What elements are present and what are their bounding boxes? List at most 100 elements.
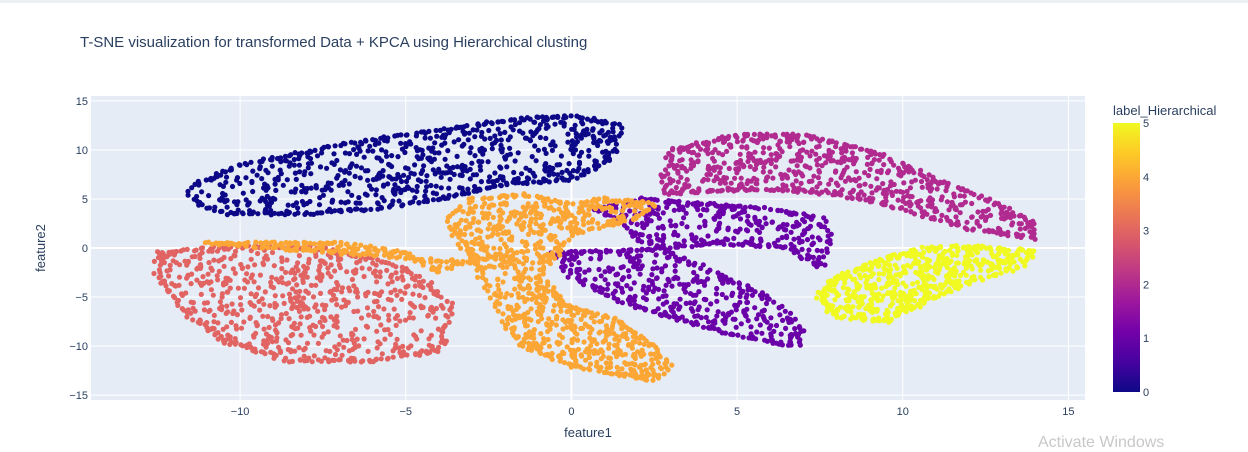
data-point [619, 300, 626, 306]
data-point [532, 173, 538, 179]
data-point [241, 319, 247, 325]
data-point [239, 265, 246, 271]
data-point [578, 325, 584, 332]
data-point [361, 208, 367, 214]
data-point [537, 350, 543, 356]
colorbar [1113, 123, 1140, 392]
data-point [404, 254, 410, 261]
data-point [301, 347, 307, 353]
data-point [610, 291, 616, 297]
data-point [201, 300, 208, 306]
data-point [292, 150, 298, 156]
data-point [438, 174, 444, 180]
data-point [344, 269, 350, 275]
data-point [568, 113, 574, 119]
data-point [311, 241, 318, 247]
data-point [257, 272, 263, 278]
data-point [604, 286, 610, 292]
data-point [248, 159, 254, 165]
data-point [771, 299, 777, 305]
data-point [789, 211, 795, 218]
data-point [328, 274, 334, 280]
data-point [891, 162, 897, 168]
data-point [784, 187, 791, 193]
data-point [629, 342, 635, 349]
data-point [944, 199, 951, 205]
data-point [807, 153, 813, 159]
data-point [900, 170, 907, 176]
data-point [597, 319, 603, 325]
data-point [370, 260, 376, 266]
data-point [586, 226, 592, 232]
data-point [934, 186, 940, 192]
data-point [467, 150, 473, 156]
data-point [998, 229, 1004, 235]
data-point [495, 119, 501, 125]
data-point [646, 284, 652, 290]
data-point [184, 314, 190, 320]
data-point [582, 269, 588, 275]
data-point [268, 199, 275, 206]
data-point [320, 192, 326, 198]
data-point [730, 187, 736, 193]
data-point [757, 322, 763, 328]
data-point [760, 150, 766, 156]
data-point [167, 262, 173, 268]
data-point [968, 263, 974, 269]
data-point [228, 319, 234, 325]
data-point [219, 256, 225, 263]
data-point [220, 168, 226, 174]
data-point [418, 328, 424, 334]
data-point [504, 164, 510, 170]
data-point [885, 290, 891, 296]
data-point [897, 189, 904, 195]
data-point [496, 287, 502, 293]
data-point [745, 318, 751, 324]
data-point [338, 242, 344, 248]
data-point [903, 207, 909, 213]
data-point [486, 178, 492, 184]
data-point [342, 200, 348, 206]
data-point [827, 302, 833, 308]
data-point [561, 115, 567, 121]
data-point [359, 265, 365, 271]
data-point [835, 182, 841, 188]
data-point [815, 235, 822, 241]
data-point [740, 138, 746, 144]
data-point [585, 323, 591, 329]
data-point [283, 355, 289, 361]
data-point [297, 169, 303, 175]
data-point [798, 180, 804, 186]
data-point [503, 202, 509, 208]
data-point [937, 179, 943, 185]
data-point [314, 153, 321, 159]
data-point [867, 260, 873, 266]
data-point [308, 328, 314, 334]
data-point [151, 270, 157, 277]
data-point [371, 299, 378, 305]
data-point [807, 165, 813, 171]
data-point [625, 268, 632, 274]
data-point [423, 178, 429, 184]
data-point [637, 364, 643, 370]
data-point [893, 188, 900, 194]
data-point [375, 201, 381, 207]
data-point [325, 240, 332, 246]
data-point [620, 275, 627, 281]
data-point [500, 279, 506, 285]
data-point [715, 226, 721, 232]
data-point [441, 126, 447, 132]
data-point [927, 188, 934, 194]
data-point [450, 164, 456, 170]
data-point [412, 162, 418, 168]
data-point [733, 213, 739, 219]
data-point [405, 166, 411, 172]
data-point [709, 323, 715, 329]
data-point [480, 215, 487, 221]
data-point [665, 171, 671, 177]
data-point [773, 157, 779, 163]
data-point [556, 353, 562, 359]
data-point [576, 276, 582, 282]
data-point [387, 203, 393, 209]
data-point [946, 275, 952, 281]
